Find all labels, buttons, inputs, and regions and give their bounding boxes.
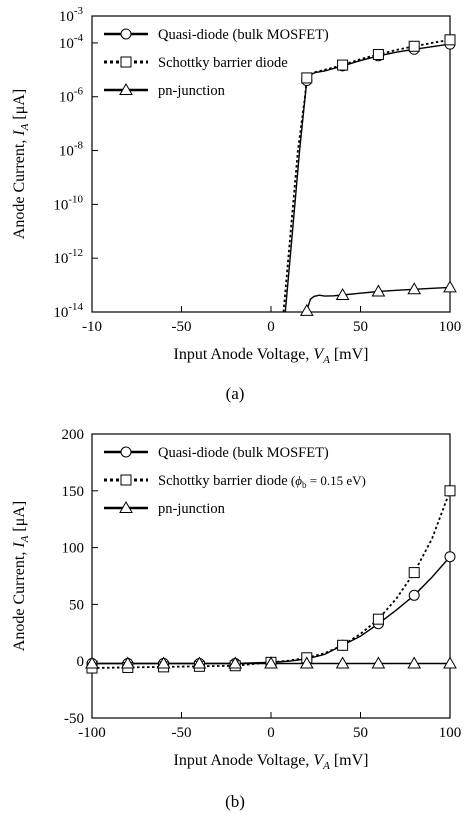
series-2-marker [444,34,456,46]
series-2-marker [337,59,349,71]
x-tick-label: -10 [82,319,102,335]
series-3-marker [85,656,99,669]
series-3-marker [228,656,243,669]
series-3-marker [371,284,386,297]
series-2-marker [301,72,313,84]
legend-marker-2 [120,56,132,68]
y-tick-label: 10-10 [53,193,83,213]
legend-label-2: Schottky barrier diode [158,55,288,71]
series-1-marker [444,551,456,563]
x-tick-label: 100 [439,725,462,741]
series-3-marker [407,282,422,295]
x-tick-label: 0 [267,725,275,741]
series-2-marker [372,613,384,625]
series-line-2 [92,490,450,669]
series-3-marker [156,656,171,669]
markers-group [85,485,457,674]
x-tick-label: -50 [172,319,192,335]
series-line-2 [282,38,450,312]
series-3-marker [443,280,457,293]
legend-label-2: Schottky barrier diode (ϕb = 0.15 eV) [158,473,366,490]
series-3-marker [299,303,314,316]
series-3-marker [371,656,386,669]
series-3-marker [407,656,422,669]
y-tick-label: 10-4 [59,32,84,52]
y-tick-label: 10-14 [53,301,83,321]
legend-label-1: Quasi-diode (bulk MOSFET) [158,445,329,461]
y-tick-label: 10-12 [53,247,83,267]
legend-label-3: pn-junction [158,501,226,517]
y-tick-label: 0 [77,654,85,670]
series-2-marker [444,485,456,497]
y-tick-label: 150 [62,484,85,500]
series-3-marker [192,656,207,669]
y-tick-label: 200 [62,427,85,443]
caption-b: (b) [225,792,245,811]
x-tick-label: 0 [267,319,275,335]
y-axis-label: Anode Current, IA [μA] [11,501,31,651]
series-3-marker [120,656,135,669]
series-line-1 [92,556,450,665]
series-3-marker [443,656,457,669]
series-group [92,490,450,669]
legend-marker-3 [119,82,133,95]
series-2-marker [408,40,420,52]
x-tick-label: 100 [439,319,462,335]
series-2-marker [408,567,420,579]
y-axis-label: Anode Current, IA [μA] [11,89,31,239]
x-axis-label: Input Anode Voltage, VA [mV] [173,752,368,772]
caption-a: (a) [225,384,245,403]
x-axis-label: Input Anode Voltage, VA [mV] [173,346,368,366]
y-tick-label: 10-6 [59,86,84,106]
series-3-marker [299,656,314,669]
series-1-marker [408,589,420,601]
series-3-marker [264,656,278,669]
x-tick-label: -50 [172,725,192,741]
y-tick-label: -50 [64,711,84,727]
series-2-marker [337,639,349,651]
legend-marker-3 [119,500,133,513]
series-3-marker [335,656,350,669]
y-tick-label: 10-3 [59,5,84,25]
legend-label-3: pn-junction [158,83,226,99]
legend-marker-1 [120,446,132,458]
markers-group [299,34,457,316]
chart-a: -10 -50 0 50 100 10-3 10-4 10-6 10-8 10-10 10-12 10… [11,5,462,366]
series-3-marker [335,287,350,300]
legend-marker-2 [120,474,132,486]
x-tick-label: 50 [353,319,368,335]
y-tick-label: 10-8 [59,140,84,160]
series-2-marker [372,49,384,61]
legend-marker-1 [120,28,132,40]
x-tick-label: 50 [353,725,368,741]
x-tick-label: -100 [78,725,106,741]
legend-label-1: Quasi-diode (bulk MOSFET) [158,27,329,43]
y-tick-label: 100 [62,541,85,557]
y-tick-label: 50 [69,597,84,613]
